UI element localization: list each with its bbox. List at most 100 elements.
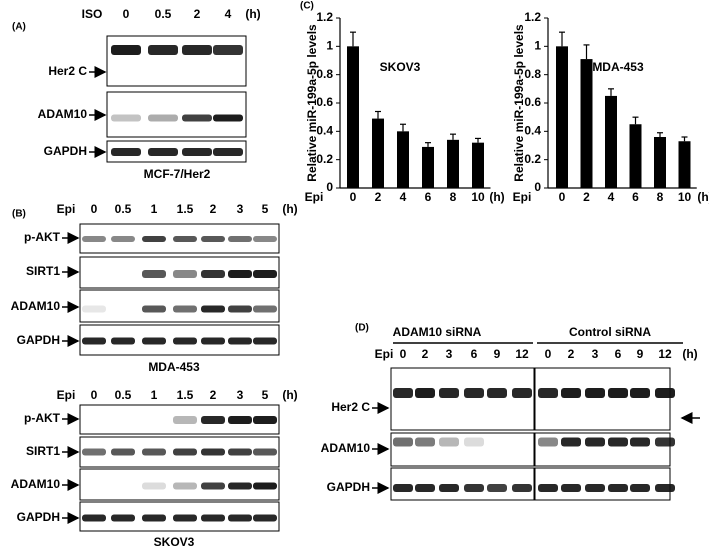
band <box>630 484 650 492</box>
band <box>111 114 141 122</box>
y-tick-label: 1 <box>326 39 333 53</box>
band <box>512 388 532 398</box>
band <box>538 484 558 492</box>
band <box>464 437 484 447</box>
band <box>213 114 243 122</box>
row-label: ADAM10 <box>11 477 61 491</box>
band <box>111 148 141 156</box>
band <box>82 337 106 345</box>
cell-line-label: SKOV3 <box>154 535 195 549</box>
band <box>142 514 166 522</box>
row-label: Her2 C <box>331 400 370 414</box>
row-label: ADAM10 <box>321 441 371 455</box>
row-label: ADAM10 <box>38 107 88 121</box>
blot-box <box>390 367 535 431</box>
band <box>585 388 605 398</box>
bar <box>605 95 617 188</box>
band <box>228 236 252 242</box>
blot-box <box>390 432 535 467</box>
band <box>182 45 212 55</box>
y-tick-label: 0 <box>534 180 541 194</box>
band <box>253 416 277 424</box>
lane-label: 0 <box>91 388 98 402</box>
lane-label: 2 <box>210 202 217 216</box>
bar <box>347 46 359 189</box>
band <box>173 305 197 313</box>
bar <box>678 141 691 188</box>
lane-label: 4 <box>225 7 232 21</box>
band <box>253 270 277 278</box>
row-label: Her2 C <box>48 64 87 78</box>
band <box>415 437 435 447</box>
band <box>655 388 675 398</box>
bar <box>580 59 593 189</box>
y-tick-label: 1.2 <box>524 10 541 24</box>
band <box>148 45 178 55</box>
y-tick-label: 0.6 <box>524 95 541 109</box>
band <box>253 305 277 313</box>
y-tick-label: 0.8 <box>316 67 333 81</box>
band <box>82 514 106 522</box>
row-label: GAPDH <box>17 510 60 524</box>
lane-label: 2 <box>194 7 201 21</box>
band <box>393 388 413 398</box>
band <box>439 484 459 492</box>
lane-label: 9 <box>494 347 501 361</box>
band <box>201 416 225 424</box>
bar <box>629 124 642 188</box>
band <box>148 114 178 122</box>
unit-label: (h) <box>245 7 260 21</box>
panel-label: (C) <box>300 1 314 12</box>
y-axis-label: Relative miR-199a-5p levels <box>305 24 319 182</box>
band <box>173 337 197 345</box>
y-tick-label: 1.2 <box>316 10 333 24</box>
row-label: SIRT1 <box>26 444 60 458</box>
row-label: p-AKT <box>24 230 61 244</box>
band <box>439 388 459 398</box>
band <box>173 236 197 242</box>
row-label: GAPDH <box>327 480 370 494</box>
row-label: ADAM10 <box>11 299 61 313</box>
band <box>415 484 435 492</box>
band <box>228 514 252 522</box>
group-label: Control siRNA <box>569 325 651 339</box>
band <box>561 484 581 492</box>
lane-label: 2 <box>568 347 575 361</box>
cell-line-label: MDA-453 <box>148 360 200 374</box>
lane-label: 0 <box>545 347 552 361</box>
band <box>228 416 252 424</box>
band <box>630 437 650 447</box>
lane-label: 12 <box>515 347 529 361</box>
band <box>111 236 135 242</box>
lane-label: 3 <box>237 202 244 216</box>
blot-box <box>390 467 535 501</box>
treatment-label: ISO <box>82 7 103 21</box>
lane-label: 0.5 <box>115 202 132 216</box>
lane-label: 9 <box>637 347 644 361</box>
lane-label: 1 <box>151 202 158 216</box>
x-tick-label: 4 <box>400 190 407 204</box>
band <box>201 236 225 242</box>
bar <box>447 139 459 188</box>
band <box>142 337 166 345</box>
band <box>213 148 243 156</box>
band <box>228 305 252 313</box>
row-label: p-AKT <box>24 411 61 425</box>
chart-title: SKOV3 <box>380 60 421 74</box>
band <box>487 388 507 398</box>
lane-label: 5 <box>262 388 269 402</box>
y-tick-label: 0.2 <box>524 152 541 166</box>
bar <box>372 118 384 188</box>
band <box>585 484 605 492</box>
band <box>228 337 252 345</box>
band <box>464 388 484 398</box>
blot-box <box>534 367 671 431</box>
treatment-label: Epi <box>57 388 76 402</box>
band <box>655 484 675 492</box>
band <box>142 270 166 278</box>
band <box>228 482 252 490</box>
x-unit-label: (h) <box>489 190 504 204</box>
band <box>228 448 252 456</box>
band <box>585 437 605 447</box>
band <box>393 437 413 447</box>
